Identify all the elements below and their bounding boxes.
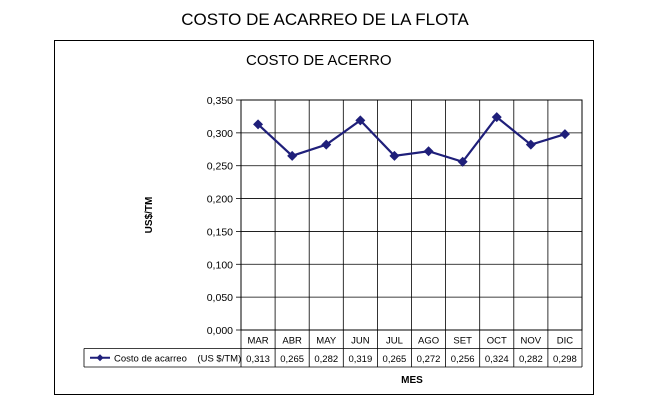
y-tick-label: 0,100 bbox=[207, 259, 233, 271]
table-value-label: 0,313 bbox=[246, 354, 270, 365]
x-tick-label: JUL bbox=[386, 336, 403, 347]
legend-label: Costo de acarreo (US $/TM) bbox=[114, 353, 241, 364]
chart-title: COSTO DE ACERRO bbox=[246, 52, 392, 69]
data-point bbox=[355, 115, 366, 126]
series-line bbox=[257, 115, 566, 164]
y-tick-label: 0,050 bbox=[207, 292, 233, 304]
table-value-label: 0,298 bbox=[553, 354, 577, 365]
data-point bbox=[525, 139, 536, 150]
y-tick-label: 0,200 bbox=[207, 194, 233, 206]
data-point bbox=[389, 150, 400, 161]
data-point bbox=[423, 146, 434, 157]
data-point bbox=[559, 129, 570, 140]
table-value-label: 0,282 bbox=[519, 354, 543, 365]
y-axis-title: US$/TM bbox=[144, 197, 155, 234]
chart-frame bbox=[54, 40, 594, 395]
data-point bbox=[287, 150, 298, 161]
x-tick-label: NOV bbox=[521, 336, 542, 347]
y-tick-label: 0,300 bbox=[207, 128, 233, 140]
y-tick-label: 0,000 bbox=[207, 325, 233, 337]
x-tick-label: OCT bbox=[487, 336, 507, 347]
x-tick-label: MAY bbox=[316, 336, 337, 347]
data-point bbox=[321, 139, 332, 150]
x-tick-label: ABR bbox=[282, 336, 302, 347]
x-tick-label: JUN bbox=[351, 336, 370, 347]
table-value-label: 0,324 bbox=[485, 354, 509, 365]
x-tick-label: DIC bbox=[557, 336, 574, 347]
x-tick-label: SET bbox=[453, 336, 472, 347]
table-value-label: 0,265 bbox=[280, 354, 304, 365]
table-value-label: 0,272 bbox=[417, 354, 441, 365]
y-tick-label: 0,350 bbox=[207, 95, 233, 107]
data-point bbox=[253, 119, 264, 130]
x-tick-label: MAR bbox=[247, 336, 268, 347]
page-title: COSTO DE ACARREO DE LA FLOTA bbox=[181, 10, 469, 29]
y-tick-label: 0,250 bbox=[207, 161, 233, 173]
table-value-label: 0,319 bbox=[348, 354, 372, 365]
table-value-label: 0,265 bbox=[383, 354, 407, 365]
legend-swatch-marker bbox=[96, 354, 104, 362]
x-axis-title: MES bbox=[401, 375, 423, 386]
table-value-label: 0,282 bbox=[314, 354, 338, 365]
y-tick-label: 0,150 bbox=[207, 226, 233, 238]
data-point bbox=[457, 156, 468, 167]
table-value-label: 0,256 bbox=[451, 354, 475, 365]
data-point bbox=[491, 112, 502, 123]
x-tick-label: AGO bbox=[418, 336, 439, 347]
